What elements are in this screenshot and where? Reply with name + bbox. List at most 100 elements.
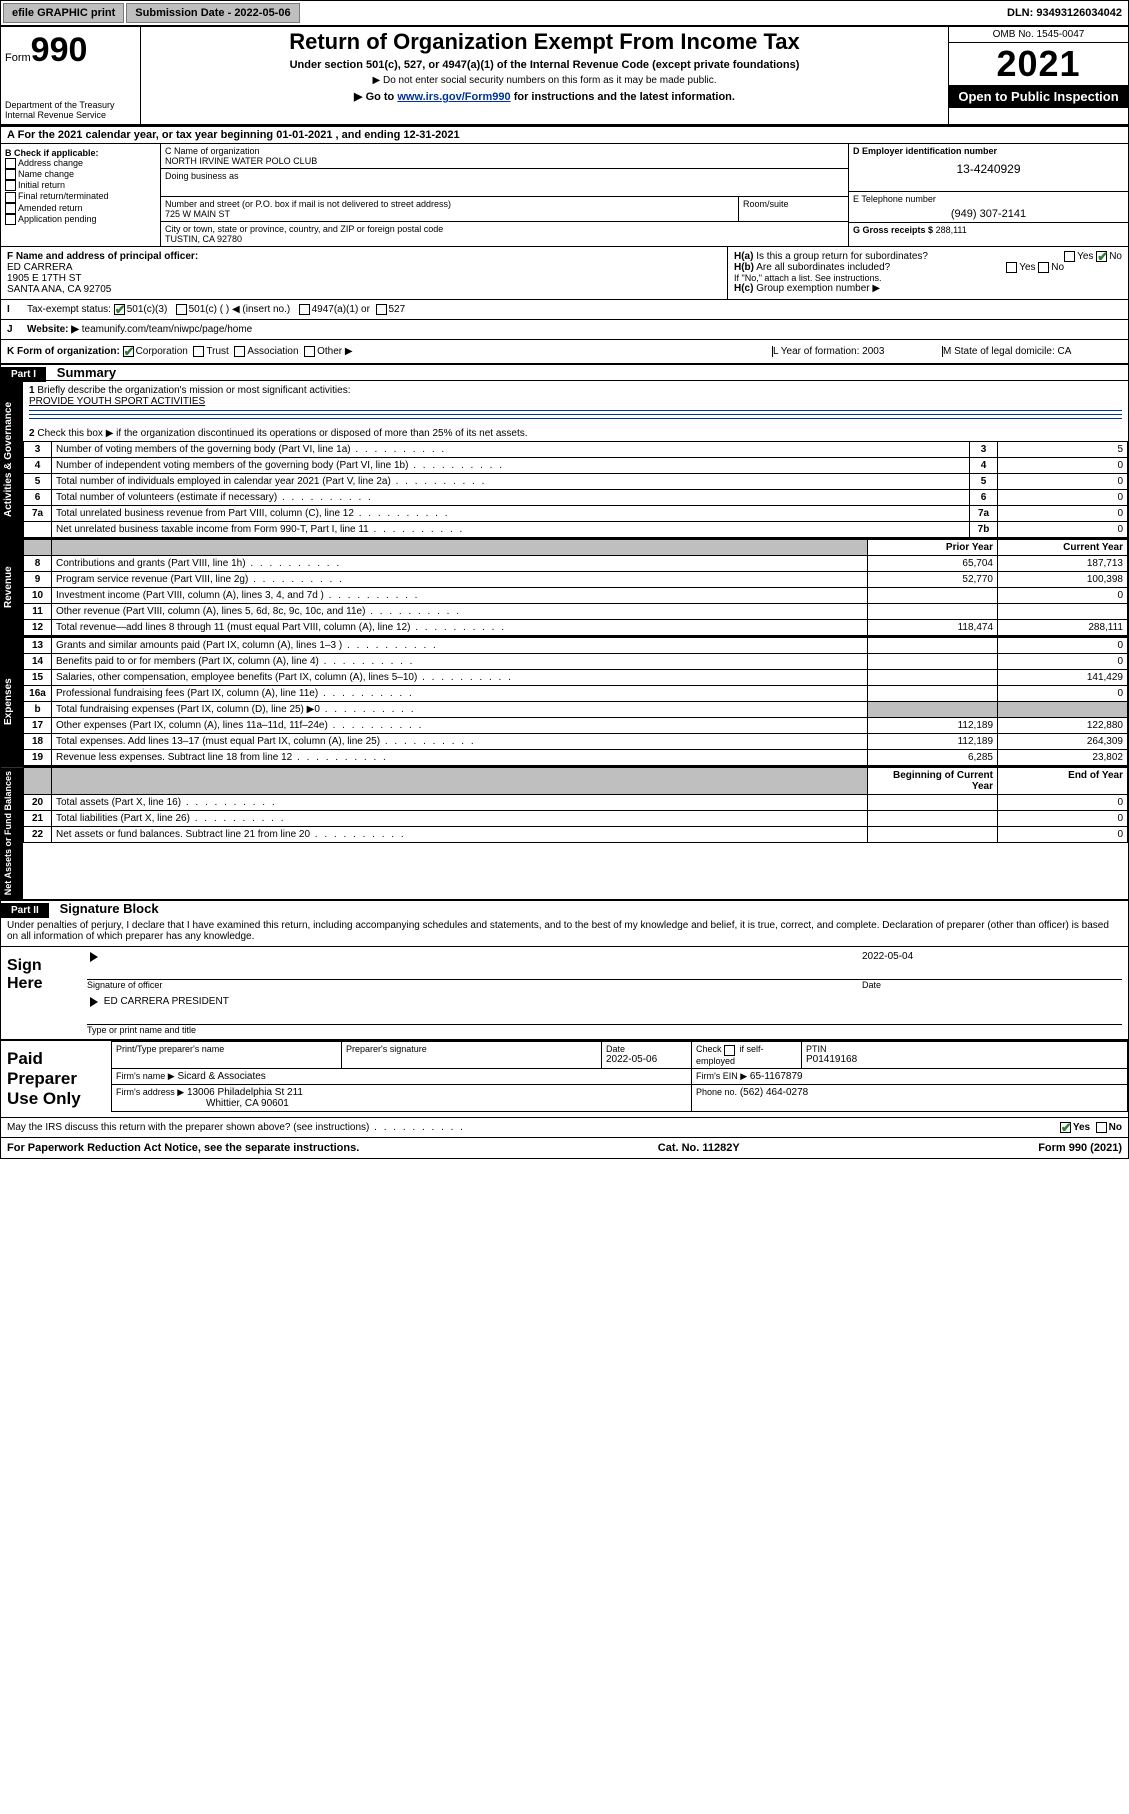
ha-yes[interactable] — [1064, 251, 1075, 262]
line-klm: K Form of organization: Corporation Trus… — [1, 339, 1128, 363]
chk-initial-return[interactable] — [5, 180, 16, 191]
declaration: Under penalties of perjury, I declare th… — [1, 916, 1128, 946]
sig-officer-label: Signature of officer — [87, 980, 862, 990]
firm-addr2: Whittier, CA 90601 — [206, 1098, 289, 1109]
cat-no: Cat. No. 11282Y — [658, 1142, 740, 1154]
chk-address-change[interactable] — [5, 158, 16, 169]
ha-no[interactable] — [1096, 251, 1107, 262]
form-header: Form990 Department of the Treasury Inter… — [1, 27, 1128, 125]
mission: PROVIDE YOUTH SPORT ACTIVITIES — [29, 396, 1122, 407]
dept-treasury: Department of the Treasury — [5, 100, 136, 110]
form-number: Form990 — [5, 31, 136, 70]
discuss-yes[interactable] — [1060, 1122, 1071, 1133]
chk-self-employed[interactable] — [724, 1045, 735, 1056]
paid-preparer-section: Paid Preparer Use Only Print/Type prepar… — [1, 1039, 1128, 1117]
footer: For Paperwork Reduction Act Notice, see … — [1, 1137, 1128, 1158]
form-subtitle-2: ▶ Do not enter social security numbers o… — [145, 75, 944, 86]
k-association[interactable] — [234, 346, 245, 357]
side-revenue: Revenue — [1, 539, 23, 636]
officer-name: ED CARRERA PRESIDENT — [104, 996, 229, 1007]
form-ref: Form 990 (2021) — [1038, 1142, 1122, 1154]
firm-name: Sicard & Associates — [177, 1071, 265, 1082]
hb-no[interactable] — [1038, 262, 1049, 273]
k-trust[interactable] — [193, 346, 204, 357]
section-b: B Check if applicable: Address change Na… — [1, 144, 161, 246]
dept-irs: Internal Revenue Service — [5, 110, 136, 120]
expenses-table: 13Grants and similar amounts paid (Part … — [23, 637, 1128, 766]
part1-header: Part I Summary — [1, 363, 1128, 380]
m-state-domicile: M State of legal domicile: CA — [942, 346, 1122, 357]
side-net-assets: Net Assets or Fund Balances — [1, 767, 23, 899]
q2: Check this box ▶ if the organization dis… — [37, 428, 527, 439]
chk-name-change[interactable] — [5, 169, 16, 180]
c-room-label: Room/suite — [743, 199, 844, 209]
sig-date-label: Date — [862, 980, 1122, 990]
line-i: I Tax-exempt status: 501(c)(3) 501(c) ( … — [1, 299, 1128, 319]
k-corporation[interactable] — [123, 346, 134, 357]
e-phone-label: E Telephone number — [853, 194, 1124, 204]
chk-final-return[interactable] — [5, 192, 16, 203]
form-title: Return of Organization Exempt From Incom… — [145, 29, 944, 55]
f-officer-name: ED CARRERA — [7, 262, 721, 273]
ptin: P01419168 — [806, 1054, 1123, 1065]
firm-ein: 65-1167879 — [750, 1071, 803, 1082]
e-phone: (949) 307-2141 — [853, 208, 1124, 220]
revenue-table: Prior YearCurrent Year 8Contributions an… — [23, 539, 1128, 636]
efile-button[interactable]: efile GRAPHIC print — [3, 3, 124, 23]
d-ein: 13-4240929 — [853, 162, 1124, 176]
sign-here-section: Sign Here Signature of officer 2022-05-0… — [1, 946, 1128, 1039]
omb-number: OMB No. 1545-0047 — [949, 27, 1128, 43]
f-h-row: F Name and address of principal officer:… — [1, 246, 1128, 299]
tax-year: 2021 — [949, 43, 1128, 85]
arrow-icon — [90, 997, 98, 1007]
netassets-table: Beginning of Current YearEnd of Year 20T… — [23, 767, 1128, 843]
chk-application-pending[interactable] — [5, 214, 16, 225]
irs-link[interactable]: www.irs.gov/Form990 — [397, 91, 510, 103]
i-527[interactable] — [376, 304, 387, 315]
c-address-label: Number and street (or P.O. box if mail i… — [165, 199, 734, 209]
hb-note: If "No," attach a list. See instructions… — [734, 273, 1122, 283]
side-expenses: Expenses — [1, 637, 23, 766]
chk-amended-return[interactable] — [5, 203, 16, 214]
i-4947[interactable] — [299, 304, 310, 315]
ha-label: Is this a group return for subordinates? — [756, 251, 928, 262]
side-activities-governance: Activities & Governance — [1, 381, 23, 538]
open-public-inspection: Open to Public Inspection — [949, 85, 1128, 108]
type-name-label: Type or print name and title — [87, 1025, 1122, 1035]
c-dba-label: Doing business as — [165, 171, 844, 181]
discuss-line: May the IRS discuss this return with the… — [1, 1117, 1128, 1137]
d-ein-label: D Employer identification number — [853, 146, 1124, 156]
i-501c3[interactable] — [114, 304, 125, 315]
l-year-formation: L Year of formation: 2003 — [772, 346, 942, 357]
c-city-label: City or town, state or province, country… — [165, 224, 844, 234]
c-city: TUSTIN, CA 92780 — [165, 234, 844, 244]
sig-date-val: 2022-05-04 — [862, 951, 1122, 962]
pra-notice: For Paperwork Reduction Act Notice, see … — [7, 1142, 359, 1154]
form-subtitle-1: Under section 501(c), 527, or 4947(a)(1)… — [145, 59, 944, 71]
governance-table: 3Number of voting members of the governi… — [23, 441, 1128, 538]
identity-block: B Check if applicable: Address change Na… — [1, 143, 1128, 246]
part2-header: Part II Signature Block — [1, 899, 1128, 916]
website[interactable]: teamunify.com/team/niwpc/page/home — [82, 324, 252, 335]
hc-label: Group exemption number ▶ — [756, 283, 880, 294]
g-gross-val: 288,111 — [936, 225, 967, 235]
line-a-tax-year: A For the 2021 calendar year, or tax yea… — [1, 125, 1128, 143]
firm-phone: (562) 464-0278 — [740, 1087, 808, 1098]
hb-label: Are all subordinates included? — [756, 262, 890, 273]
g-gross-label: G Gross receipts $ — [853, 225, 933, 235]
line-j: J Website: ▶ teamunify.com/team/niwpc/pa… — [1, 319, 1128, 339]
f-officer-addr2: SANTA ANA, CA 92705 — [7, 284, 721, 295]
discuss-no[interactable] — [1096, 1122, 1107, 1133]
firm-addr1: 13006 Philadelphia St 211 — [187, 1087, 303, 1098]
top-bar: efile GRAPHIC print Submission Date - 20… — [1, 1, 1128, 27]
i-501c[interactable] — [176, 304, 187, 315]
q1: Briefly describe the organization's miss… — [37, 385, 350, 396]
k-other[interactable] — [304, 346, 315, 357]
c-address: 725 W MAIN ST — [165, 209, 734, 219]
hb-yes[interactable] — [1006, 262, 1017, 273]
submission-date: Submission Date - 2022-05-06 — [126, 3, 299, 23]
c-name-label: C Name of organization — [165, 146, 844, 156]
f-label: F Name and address of principal officer: — [7, 251, 721, 262]
f-officer-addr1: 1905 E 17TH ST — [7, 273, 721, 284]
arrow-icon — [90, 952, 98, 962]
